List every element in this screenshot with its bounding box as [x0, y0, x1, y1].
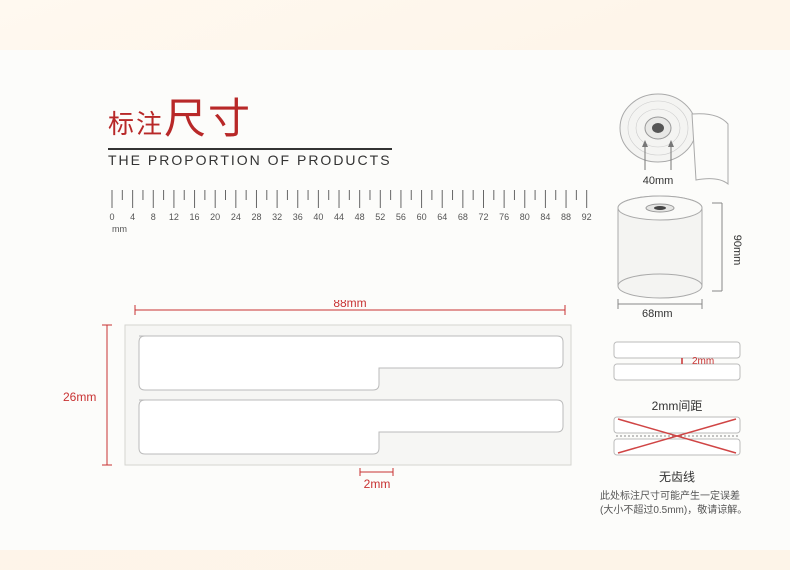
svg-text:88: 88: [561, 212, 571, 222]
no-tooth-diagram: 无齿线: [612, 415, 742, 485]
svg-text:90mm: 90mm: [731, 235, 743, 266]
ruler-svg: 0481216202428323640444852566064687276808…: [108, 190, 593, 240]
svg-text:mm: mm: [112, 224, 127, 234]
no-tooth-svg: [612, 415, 742, 461]
svg-text:8: 8: [151, 212, 156, 222]
svg-text:40mm: 40mm: [643, 175, 674, 187]
svg-text:2mm: 2mm: [692, 356, 714, 367]
height-dim: 26mm: [63, 390, 96, 404]
svg-text:36: 36: [293, 212, 303, 222]
label-diagram-svg: 88mm 2mm: [95, 300, 575, 500]
svg-text:92: 92: [582, 212, 592, 222]
svg-text:16: 16: [190, 212, 200, 222]
title-en: THE PROPORTION OF PRODUCTS: [108, 148, 392, 168]
svg-text:40: 40: [313, 212, 323, 222]
svg-text:72: 72: [478, 212, 488, 222]
svg-text:76: 76: [499, 212, 509, 222]
roll-svg: 40mm 90mm: [600, 90, 760, 310]
roll-width-label: 68mm: [642, 308, 673, 320]
svg-text:80: 80: [520, 212, 530, 222]
ruler: 0481216202428323640444852566064687276808…: [108, 190, 593, 240]
gap-diagram: 2mm 2mm间距: [612, 340, 742, 414]
svg-text:4: 4: [130, 212, 135, 222]
svg-text:48: 48: [355, 212, 365, 222]
width-dim: 88mm: [333, 300, 366, 310]
note-line1: 此处标注尺寸可能产生一定误差: [600, 491, 740, 502]
svg-text:32: 32: [272, 212, 282, 222]
svg-text:0: 0: [109, 212, 114, 222]
svg-text:84: 84: [540, 212, 550, 222]
note-line2: (大小不超过0.5mm)，敬请谅解。: [600, 505, 747, 516]
svg-text:64: 64: [437, 212, 447, 222]
gap-caption: 2mm间距: [612, 397, 742, 414]
gap-svg: 2mm: [612, 340, 742, 390]
title-cn-big: 尺寸: [164, 95, 252, 142]
svg-text:44: 44: [334, 212, 344, 222]
title-cn: 标注尺寸: [108, 85, 392, 146]
footnote: 此处标注尺寸可能产生一定误差 (大小不超过0.5mm)，敬请谅解。: [600, 490, 775, 518]
svg-text:28: 28: [251, 212, 261, 222]
svg-text:52: 52: [375, 212, 385, 222]
svg-text:24: 24: [231, 212, 241, 222]
label-diagram: 88mm 2mm 26mm: [95, 300, 575, 505]
svg-text:60: 60: [417, 212, 427, 222]
svg-text:68: 68: [458, 212, 468, 222]
title-cn-small: 标注: [108, 109, 164, 139]
svg-text:20: 20: [210, 212, 220, 222]
title-block: 标注尺寸 THE PROPORTION OF PRODUCTS: [108, 85, 392, 170]
svg-text:12: 12: [169, 212, 179, 222]
roll-area: 40mm 90mm 68mm: [600, 90, 760, 315]
gap-dim: 2mm: [364, 477, 391, 491]
no-tooth-caption: 无齿线: [612, 468, 742, 485]
svg-text:56: 56: [396, 212, 406, 222]
